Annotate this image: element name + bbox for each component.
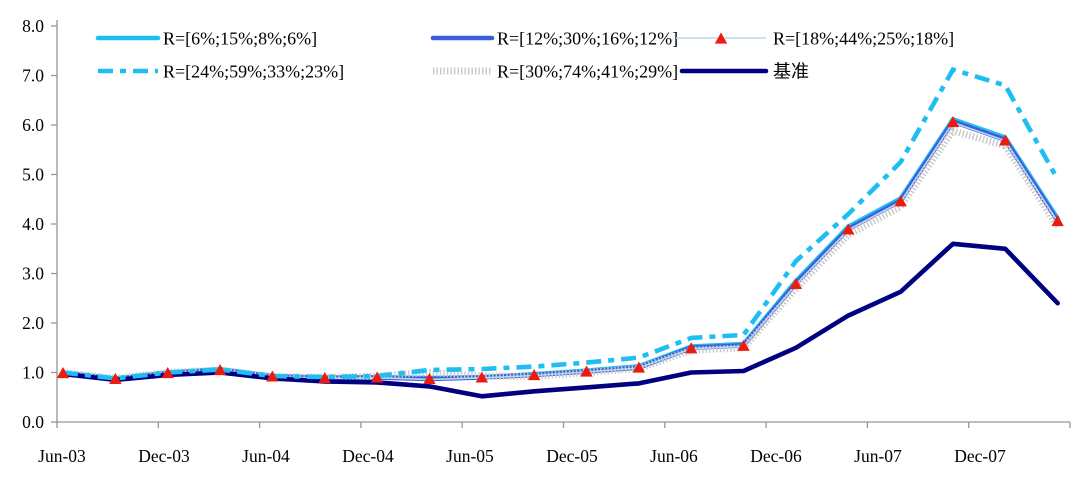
series-line-r6: [60, 116, 1060, 381]
series-line-r18: [62, 121, 1059, 381]
triangle-marker: [266, 370, 279, 382]
y-tick-label: 8.0: [22, 16, 44, 36]
x-tick-label: Jun-04: [242, 446, 290, 466]
x-tick-label: Jun-06: [650, 446, 698, 466]
triangle-marker: [789, 277, 803, 289]
legend-item: R=[6%;15%;8%;6%]: [95, 29, 317, 49]
series-markers-r18: [56, 116, 1064, 385]
triangle-marker: [632, 361, 646, 373]
legend-label: R=[12%;30%;16%;12%]: [497, 29, 678, 49]
triangle-marker: [370, 371, 384, 383]
triangle-marker: [1051, 215, 1064, 227]
y-tick-label: 2.0: [22, 313, 44, 333]
x-tick-label: Dec-03: [138, 446, 190, 466]
legend-item: R=[24%;59%;33%;23%]: [98, 62, 344, 82]
x-tick-label: Jun-03: [38, 446, 86, 466]
triangle-marker: [737, 339, 750, 351]
y-tick-label: 4.0: [22, 214, 44, 234]
triangle-marker: [109, 372, 122, 385]
triangle-marker: [56, 366, 70, 379]
x-tick-label: Jun-07: [854, 446, 902, 466]
triangle-marker: [946, 116, 960, 128]
x-tick-label: Dec-06: [750, 446, 802, 466]
x-tick-label: Jun-05: [446, 446, 494, 466]
legend-item: R=[30%;74%;41%;29%]: [433, 62, 678, 82]
x-tick-label: Dec-07: [954, 446, 1006, 466]
series-line-r30: [62, 126, 1061, 382]
legend: R=[6%;15%;8%;6%] R=[12%;30%;16%;12%] R=[18…: [95, 29, 954, 82]
y-tick-label: 5.0: [22, 165, 44, 185]
series-line-baseline: [60, 241, 1060, 399]
triangle-marker: [714, 32, 728, 44]
legend-label: R=[30%;74%;41%;29%]: [497, 62, 678, 82]
legend-label: R=[18%;44%;25%;18%]: [773, 29, 954, 49]
legend-item: R=[18%;44%;25%;18%]: [676, 29, 954, 49]
series-line-r24: [62, 66, 1060, 381]
axes: [51, 20, 1071, 428]
triangle-marker: [475, 371, 488, 383]
y-tick-label: 3.0: [22, 264, 44, 284]
triangle-marker: [685, 342, 698, 354]
triangle-marker: [527, 368, 541, 381]
triangle-marker: [318, 371, 331, 384]
x-tick-label: Dec-04: [342, 446, 394, 466]
triangle-marker: [842, 223, 855, 235]
series-line-r12: [60, 119, 1060, 382]
y-tick-label: 6.0: [22, 115, 44, 135]
triangle-marker: [213, 364, 227, 376]
legend-label: R=[6%;15%;8%;6%]: [163, 29, 317, 49]
axis-labels: 0.0 1.0 2.0 3.0 4.0 5.0 6.0 7.0 8.0 Jun-03 Dec-03 J…: [22, 16, 1006, 466]
triangle-marker: [894, 195, 907, 207]
legend-item: 基准: [679, 62, 809, 82]
y-tick-label: 7.0: [22, 66, 44, 86]
triangle-marker: [999, 134, 1012, 146]
triangle-marker: [161, 366, 174, 379]
legend-label: R=[24%;59%;33%;23%]: [163, 62, 344, 82]
series-layer: [56, 66, 1064, 399]
y-tick-label: 0.0: [22, 412, 44, 432]
y-tick-label: 1.0: [22, 363, 44, 383]
triangle-marker: [580, 365, 593, 377]
x-tick-label: Dec-05: [546, 446, 598, 466]
legend-label: 基准: [773, 62, 809, 82]
triangle-marker: [423, 372, 436, 385]
legend-item: R=[12%;30%;16%;12%]: [430, 29, 678, 49]
